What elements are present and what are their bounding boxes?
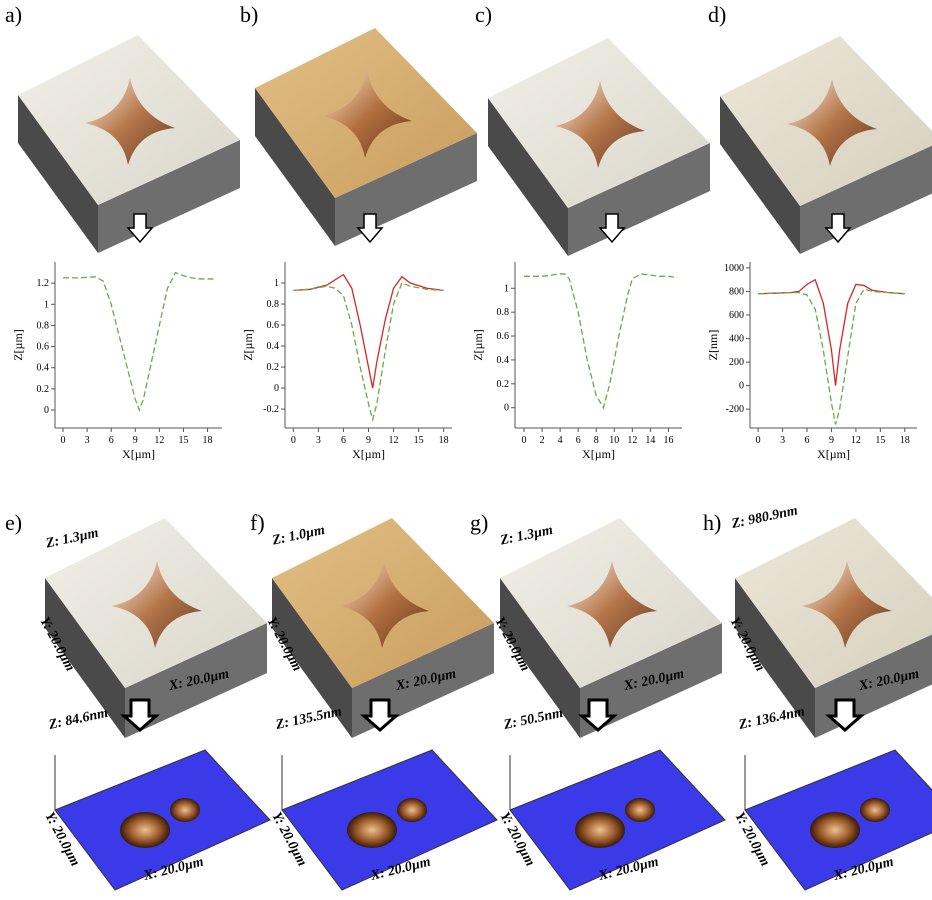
- deposit: [347, 812, 397, 848]
- y-tick-label: 0.2: [37, 384, 50, 395]
- y-tick-label: 0: [739, 381, 744, 392]
- series-line: [293, 283, 443, 420]
- y-tick-label: 1: [44, 299, 49, 310]
- y-tick-label: 0.8: [37, 320, 50, 331]
- x-tick-label: 3: [780, 435, 785, 446]
- y-tick-label: 0.4: [497, 355, 510, 366]
- diff-z-label: Z: 135.5nm: [274, 704, 344, 733]
- x-tick-label: 3: [316, 435, 321, 446]
- deposit: [860, 798, 890, 822]
- y-tick-label: 0: [44, 405, 49, 416]
- panel-label: d): [708, 2, 726, 27]
- x-tick-label: 12: [389, 435, 399, 446]
- x-tick-label: 15: [178, 435, 188, 446]
- x-tick-label: 4: [558, 435, 563, 446]
- y-axis-label: Z[µm]: [471, 329, 485, 361]
- y-tick-label: 0.2: [267, 362, 280, 373]
- x-tick-label: 15: [875, 435, 885, 446]
- x-tick-label: 0: [291, 435, 296, 446]
- x-axis-label: X[µm]: [582, 447, 615, 461]
- y-tick-label: 0.8: [497, 307, 510, 318]
- y-tick-label: 0.6: [267, 320, 280, 331]
- z-label: Z: 980.9nm: [730, 503, 800, 532]
- x-tick-label: 0: [756, 435, 761, 446]
- page: a)b)c)d)00.20.40.60.811.20369121518X[µm]…: [0, 0, 932, 900]
- series-line: [758, 280, 905, 386]
- x-tick-label: 6: [805, 435, 810, 446]
- deposit: [575, 812, 625, 848]
- x-tick-label: 14: [645, 435, 655, 446]
- y-tick-label: 400: [729, 334, 744, 345]
- y-tick-label: 0: [274, 383, 279, 394]
- y-tick-label: 600: [729, 310, 744, 321]
- y-tick-label: 0.4: [267, 341, 280, 352]
- series-line: [758, 289, 905, 424]
- diff-z-label: Z: 136.4nm: [737, 704, 807, 733]
- y-tick-label: -0.2: [263, 404, 279, 415]
- y-tick-label: 800: [729, 286, 744, 297]
- figure: a)b)c)d)00.20.40.60.811.20369121518X[µm]…: [0, 0, 932, 895]
- deposit: [397, 798, 427, 822]
- panel-label: h): [703, 510, 721, 535]
- x-tick-label: 9: [829, 435, 834, 446]
- x-axis-label: X[µm]: [352, 447, 385, 461]
- deposit: [810, 812, 860, 848]
- x-tick-label: 16: [663, 435, 673, 446]
- x-tick-label: 10: [609, 435, 619, 446]
- z-label: Z: 1.0µm: [270, 523, 326, 549]
- x-tick-label: 6: [576, 435, 581, 446]
- y-tick-label: 0.4: [37, 363, 50, 374]
- x-tick-label: 18: [439, 435, 449, 446]
- x-tick-label: 0: [522, 435, 527, 446]
- diff-z-label: Z: 50.5nm: [502, 706, 565, 733]
- x-tick-label: 3: [85, 435, 90, 446]
- y-axis-label: Z[nm]: [706, 330, 720, 361]
- panel-label: e): [5, 510, 22, 535]
- x-tick-label: 2: [540, 435, 545, 446]
- y-tick-label: 1000: [724, 263, 744, 274]
- z-label: Z: 1.3µm: [498, 523, 554, 549]
- y-axis-label: Z[µm]: [241, 329, 255, 361]
- y-axis-label: Z[µm]: [11, 329, 25, 361]
- x-tick-label: 9: [366, 435, 371, 446]
- deposit: [625, 798, 655, 822]
- series-line: [524, 274, 677, 408]
- deposit: [170, 798, 200, 822]
- series-line: [63, 273, 216, 410]
- x-tick-label: 9: [133, 435, 138, 446]
- x-tick-label: 12: [851, 435, 861, 446]
- y-tick-label: 1: [274, 278, 279, 289]
- panel-label: g): [470, 510, 488, 535]
- z-label: Z: 1.3µm: [44, 526, 100, 552]
- panel-label: a): [5, 2, 22, 27]
- y-tick-label: 200: [729, 357, 744, 368]
- x-tick-label: 6: [109, 435, 114, 446]
- x-tick-label: 8: [594, 435, 599, 446]
- y-tick-label: 0: [504, 403, 509, 414]
- x-tick-label: 15: [414, 435, 424, 446]
- x-tick-label: 18: [203, 435, 213, 446]
- panel-label: f): [250, 510, 265, 535]
- x-axis-label: X[µm]: [817, 447, 850, 461]
- deposit: [120, 812, 170, 848]
- x-tick-label: 6: [341, 435, 346, 446]
- x-axis-label: X[µm]: [122, 447, 155, 461]
- series-line: [293, 275, 443, 388]
- y-tick-label: 1: [504, 283, 509, 294]
- panel-label: c): [475, 2, 492, 27]
- y-tick-label: 0.8: [267, 299, 280, 310]
- y-tick-label: 1.2: [37, 278, 50, 289]
- x-tick-label: 12: [154, 435, 164, 446]
- panel-label: b): [240, 2, 258, 27]
- y-tick-label: -200: [726, 404, 744, 415]
- x-tick-label: 18: [900, 435, 910, 446]
- diff-z-label: Z: 84.6nm: [47, 706, 110, 733]
- y-tick-label: 0.2: [497, 379, 510, 390]
- y-tick-label: 0.6: [497, 331, 510, 342]
- x-tick-label: 12: [627, 435, 637, 446]
- x-tick-label: 0: [61, 435, 66, 446]
- y-tick-label: 0.6: [37, 342, 50, 353]
